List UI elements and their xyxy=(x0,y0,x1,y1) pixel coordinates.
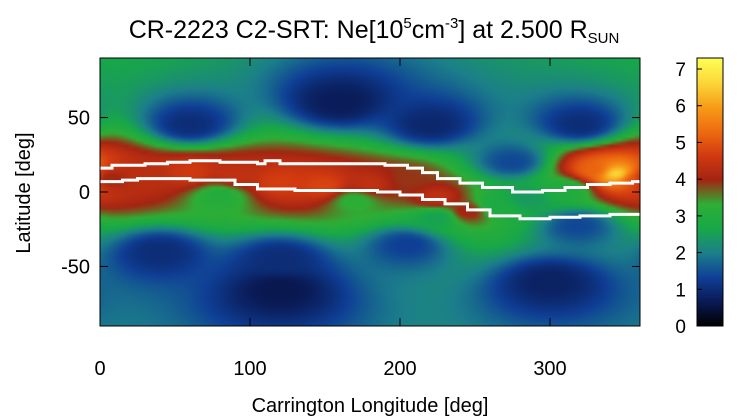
y-axis-label: Latitude [deg] xyxy=(13,132,35,253)
x-tick-label: 0 xyxy=(94,358,105,380)
x-tick-label: 100 xyxy=(233,358,266,380)
boundary-line-upper xyxy=(100,159,640,194)
boundary-line-lower xyxy=(100,177,640,221)
colorbar-tick-label: 2 xyxy=(675,244,686,265)
colorbar xyxy=(696,57,724,327)
y-tick-label: 50 xyxy=(68,108,90,130)
colorbar-tick-label: 0 xyxy=(675,317,686,338)
colorbar-tick-label: 3 xyxy=(675,207,686,228)
y-tick-label: -50 xyxy=(61,256,90,278)
colorbar-tick-label: 7 xyxy=(675,60,686,81)
colorbar-ticks: 0 1 2 3 4 5 6 7 xyxy=(675,60,702,338)
y-axis-ticks: 50 0 -50 xyxy=(61,108,640,278)
chart-title: CR-2223 C2-SRT: Ne[105cm-3] at 2.500 RSU… xyxy=(129,15,620,47)
y-tick-label: 0 xyxy=(79,182,90,204)
colorbar-tick-label: 1 xyxy=(675,280,686,301)
x-axis-label: Carrington Longitude [deg] xyxy=(252,395,489,417)
x-tick-label: 200 xyxy=(383,358,416,380)
x-tick-label: 300 xyxy=(533,358,566,380)
colorbar-tick-label: 6 xyxy=(675,97,686,118)
heatmap-plot-area xyxy=(100,58,640,326)
colorbar-tick-label: 5 xyxy=(675,133,686,154)
colorbar-tick-label: 4 xyxy=(675,170,686,191)
x-axis-ticks: 0 100 200 300 xyxy=(94,58,567,380)
